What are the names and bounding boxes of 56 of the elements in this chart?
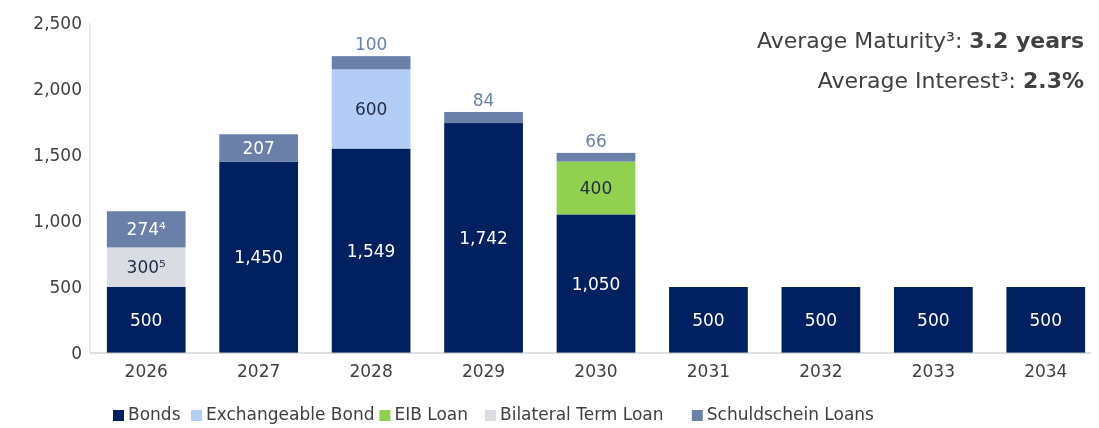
bar	[781, 287, 861, 353]
bar	[556, 152, 636, 162]
y-tick-label: 1,000	[33, 211, 82, 232]
x-tick-label: 2033	[911, 361, 955, 381]
bar	[444, 123, 523, 353]
data-label: 500	[917, 310, 950, 331]
data-label: 207	[242, 138, 275, 159]
bar	[106, 211, 186, 248]
data-label: 500	[130, 310, 163, 331]
data-label: 66	[585, 130, 607, 151]
data-label: 300⁵	[126, 257, 166, 278]
data-label: 400	[579, 178, 613, 199]
bar	[556, 161, 636, 215]
x-tick-label: 2029	[461, 361, 506, 381]
bar	[331, 148, 411, 353]
bar	[556, 214, 636, 353]
data-label: 1,549	[346, 240, 396, 261]
bar	[444, 111, 523, 124]
bar	[331, 69, 411, 149]
data-label: 84	[472, 89, 495, 110]
x-tick-label: 2027	[237, 361, 281, 381]
data-label: 1,050	[571, 273, 621, 294]
legend-label: Schuldschein Loans	[706, 404, 875, 424]
bar	[331, 56, 411, 70]
legend-label: Exchangeable Bond	[206, 404, 375, 424]
y-tick-label: 0	[71, 343, 82, 364]
data-label: 1,742	[459, 228, 508, 249]
data-label: 1,450	[234, 247, 283, 268]
y-tick-label: 2,000	[33, 79, 82, 100]
data-label: 500	[692, 310, 725, 331]
x-tick-label: 2026	[124, 361, 168, 381]
data-label: 500	[1029, 310, 1062, 331]
bar	[106, 247, 186, 287]
bar	[893, 287, 973, 353]
y-tick-label: 1,500	[33, 145, 82, 166]
x-tick-label: 2032	[799, 361, 843, 381]
bar	[1006, 287, 1086, 353]
legend-label: EIB Loan	[394, 404, 468, 424]
annotation: Average Maturity³: 3.2 years	[756, 28, 1084, 53]
data-label: 500	[804, 310, 838, 331]
x-tick-label: 2031	[686, 361, 731, 381]
bar	[219, 134, 299, 162]
y-tick-label: 2,500	[33, 13, 82, 34]
x-tick-label: 2030	[574, 361, 618, 381]
bar	[219, 161, 299, 353]
x-tick-label: 2034	[1024, 361, 1068, 381]
data-label: 100	[354, 34, 388, 55]
legend-label: Bonds	[128, 404, 181, 424]
bar	[106, 287, 186, 353]
data-label: 274⁴	[126, 219, 167, 240]
legend-label: Bilateral Term Loan	[500, 404, 664, 424]
x-tick-label: 2028	[349, 361, 393, 381]
data-label: 600	[354, 99, 388, 120]
bar	[669, 287, 748, 353]
annotation: Average Interest³: 2.3%	[817, 68, 1084, 93]
y-tick-label: 500	[49, 277, 82, 298]
